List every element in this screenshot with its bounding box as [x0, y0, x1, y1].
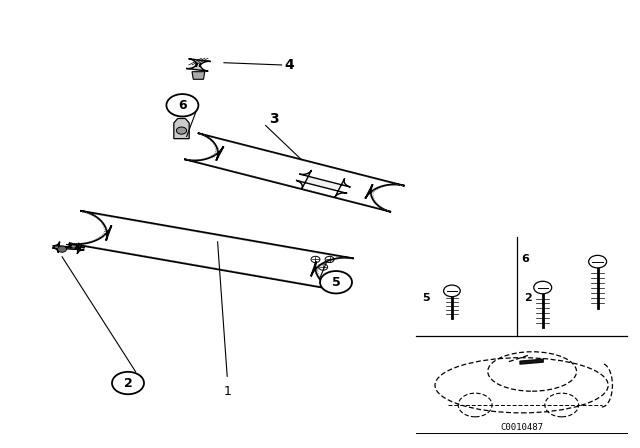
Text: 6: 6 [522, 254, 529, 264]
Polygon shape [174, 119, 189, 139]
Circle shape [320, 271, 352, 293]
Text: C0010487: C0010487 [500, 423, 543, 432]
Polygon shape [52, 241, 84, 254]
Text: 4: 4 [285, 58, 294, 72]
Polygon shape [68, 211, 354, 291]
Text: 2: 2 [524, 293, 531, 303]
Text: 1: 1 [223, 385, 231, 398]
Text: 5: 5 [422, 293, 430, 303]
Text: 5: 5 [332, 276, 340, 289]
Circle shape [58, 246, 67, 252]
Polygon shape [184, 133, 404, 212]
Text: 6: 6 [178, 99, 187, 112]
Polygon shape [296, 170, 351, 198]
Circle shape [166, 94, 198, 116]
Polygon shape [66, 244, 81, 249]
Polygon shape [192, 72, 205, 79]
Circle shape [177, 127, 187, 134]
Text: 3: 3 [269, 112, 278, 126]
Polygon shape [186, 59, 211, 71]
Circle shape [444, 285, 460, 297]
Circle shape [534, 281, 552, 294]
Text: 2: 2 [124, 376, 132, 390]
Circle shape [112, 372, 144, 394]
Circle shape [589, 255, 607, 268]
